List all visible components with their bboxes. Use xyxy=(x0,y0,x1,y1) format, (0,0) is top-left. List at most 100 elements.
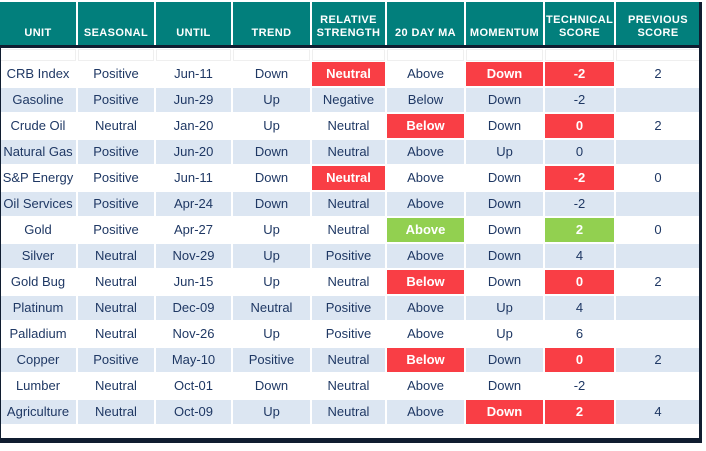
column-header: PREVIOUS SCORE xyxy=(616,2,700,45)
table-left-border xyxy=(0,45,1,443)
table-cell: Nov-26 xyxy=(156,322,231,346)
table-cell xyxy=(616,192,700,216)
table-cell: Up xyxy=(466,296,543,320)
table-cell: Palladium xyxy=(0,322,76,346)
table-cell: Jun-20 xyxy=(156,140,231,164)
table-cell: Neutral xyxy=(78,114,154,138)
table-cell: -2 xyxy=(545,88,614,112)
table-body: CRB Index Positive Jun-11 Down Neutral Above D… xyxy=(0,62,700,424)
table-cell: Up xyxy=(233,322,310,346)
table-cell: Down xyxy=(466,88,543,112)
table-cell xyxy=(616,296,700,320)
table-cell: Neutral xyxy=(312,348,385,372)
table-cell: Up xyxy=(233,400,310,424)
table-cell: Neutral xyxy=(78,244,154,268)
table-cell: Up xyxy=(233,270,310,294)
column-header: 20 DAY MA xyxy=(387,2,464,45)
table-cell: Down xyxy=(233,62,310,86)
table-cell: Gold Bug xyxy=(0,270,76,294)
table-cell: Oil Services xyxy=(0,192,76,216)
header-divider xyxy=(0,45,700,48)
table-bottom-border xyxy=(0,438,702,443)
table-cell: Silver xyxy=(0,244,76,268)
table-cell: S&P Energy xyxy=(0,166,76,190)
table-cell: Above xyxy=(387,166,464,190)
table-cell: 2 xyxy=(545,400,614,424)
table-cell: Neutral xyxy=(312,270,385,294)
table-cell: Positive xyxy=(78,88,154,112)
table-cell: Positive xyxy=(312,322,385,346)
table-cell: Up xyxy=(233,114,310,138)
table-cell: Down xyxy=(233,374,310,398)
table-cell: Positive xyxy=(78,192,154,216)
table-cell: Positive xyxy=(78,140,154,164)
table-cell: Down xyxy=(466,270,543,294)
table-cell: Neutral xyxy=(78,400,154,424)
table-cell: Up xyxy=(233,244,310,268)
column-header: TECHNICAL SCORE xyxy=(545,2,614,45)
table-cell: Agriculture xyxy=(0,400,76,424)
table-cell: Gold xyxy=(0,218,76,242)
table-cell: Neutral xyxy=(312,192,385,216)
table-cell xyxy=(616,140,700,164)
table-cell: Negative xyxy=(312,88,385,112)
table-cell: Above xyxy=(387,400,464,424)
table-cell: Neutral xyxy=(233,296,310,320)
table-cell: 0 xyxy=(616,166,700,190)
table-cell: 0 xyxy=(545,348,614,372)
table-cell: Down xyxy=(466,166,543,190)
table-cell: Oct-09 xyxy=(156,400,231,424)
table-cell: Positive xyxy=(78,166,154,190)
table-cell: Neutral xyxy=(78,374,154,398)
table-cell: Up xyxy=(466,140,543,164)
table-cell: Down xyxy=(233,192,310,216)
table-cell: Down xyxy=(466,62,543,86)
table-cell: CRB Index xyxy=(0,62,76,86)
table-cell: Jun-11 xyxy=(156,166,231,190)
table-cell: Above xyxy=(387,140,464,164)
table-cell: Neutral xyxy=(78,296,154,320)
table-cell: Nov-29 xyxy=(156,244,231,268)
table-cell: Above xyxy=(387,218,464,242)
table-cell: Below xyxy=(387,88,464,112)
table-cell: -2 xyxy=(545,374,614,398)
table-cell: Platinum xyxy=(0,296,76,320)
table-cell: 2 xyxy=(616,62,700,86)
table-cell: Positive xyxy=(233,348,310,372)
table-cell: Up xyxy=(233,88,310,112)
table-cell: Above xyxy=(387,244,464,268)
column-header: SEASONAL xyxy=(78,2,154,45)
spacer-cell xyxy=(156,49,231,61)
table-cell: Crude Oil xyxy=(0,114,76,138)
spacer-cell xyxy=(545,49,614,61)
table-cell: Neutral xyxy=(78,322,154,346)
table-cell: Down xyxy=(466,348,543,372)
table-cell: 0 xyxy=(545,114,614,138)
table-cell: Copper xyxy=(0,348,76,372)
table-cell: Oct-01 xyxy=(156,374,231,398)
table-cell: 2 xyxy=(545,218,614,242)
table-cell: 0 xyxy=(545,270,614,294)
table-cell: Down xyxy=(466,114,543,138)
table-cell: Jan-20 xyxy=(156,114,231,138)
table-cell: 2 xyxy=(616,348,700,372)
table-cell: Positive xyxy=(78,62,154,86)
table-cell: Neutral xyxy=(312,62,385,86)
spacer-cell xyxy=(387,49,464,61)
table-cell xyxy=(616,322,700,346)
table-cell: Neutral xyxy=(312,166,385,190)
table-cell: Down xyxy=(233,166,310,190)
spacer-cell xyxy=(0,49,76,61)
column-header: UNTIL xyxy=(156,2,231,45)
table-cell: Neutral xyxy=(312,374,385,398)
column-header: TREND xyxy=(233,2,310,45)
column-header: RELATIVE STRENGTH xyxy=(312,2,385,45)
spacer-cell xyxy=(78,49,154,61)
table-cell: Above xyxy=(387,322,464,346)
table-cell: Below xyxy=(387,270,464,294)
table-cell: Positive xyxy=(312,296,385,320)
table-cell: Jun-29 xyxy=(156,88,231,112)
table-cell: Down xyxy=(466,192,543,216)
table-cell: Up xyxy=(233,218,310,242)
